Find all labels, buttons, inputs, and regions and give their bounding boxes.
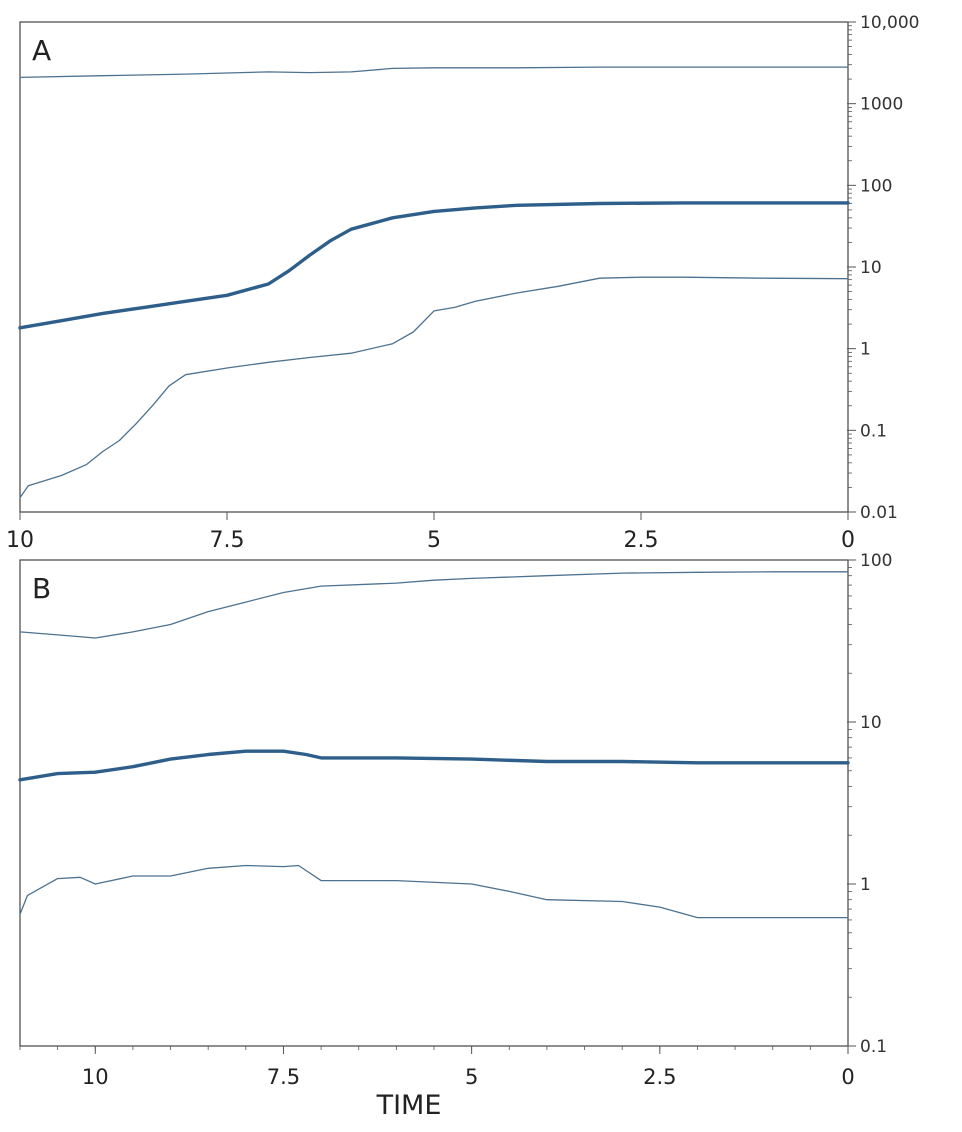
x-tick-label: 2.5 [624,528,659,553]
series-line-median [18,201,850,330]
panel-b: B 100 10 1 0.1 10 7.5 5 2.5 0 [18,551,892,1089]
panel-b-letter: B [32,572,51,605]
x-tick-label: 0 [841,528,855,553]
y-tick-label: 100 [860,176,892,196]
x-tick-label: 0 [841,1065,854,1089]
panel-a-letter: A [32,34,51,67]
y-tick-label: 10,000 [860,13,919,33]
panel-a: A 10,000 1000 100 10 1 0.1 0.01 10 7.5 5 2.5 0 [6,13,919,553]
y-tick-label: 10 [860,713,882,733]
y-tick-label: 100 [860,551,892,571]
y-tick-label: 10 [860,258,882,278]
series-line-median [18,749,850,782]
panel-a-series [18,66,850,499]
x-tick-label: 10 [6,528,34,553]
x-tick-label: 5 [465,1065,478,1089]
series-line-lower [19,864,849,919]
series-line-upper [19,66,849,79]
y-tick-label: 1 [860,340,871,360]
x-axis-title: TIME [376,1090,442,1121]
panel-b-series [18,571,850,919]
series-line-lower [19,276,849,499]
panel-a-ticks: 10,000 1000 100 10 1 0.1 0.01 10 7.5 5 2.5 0 [6,13,919,553]
y-tick-label: 0.1 [860,421,887,441]
x-tick-label: 2.5 [643,1065,676,1089]
x-tick-label: 10 [82,1065,109,1089]
y-tick-label: 1 [860,875,871,895]
x-tick-label: 5 [427,528,441,553]
y-tick-label: 0.1 [860,1037,887,1057]
y-tick-label: 1000 [860,95,903,115]
series-line-upper [19,571,849,639]
panel-a-frame [19,21,849,513]
x-tick-label: 7.5 [210,528,245,553]
panel-b-frame [19,559,849,1047]
x-tick-label: 7.5 [267,1065,300,1089]
y-tick-label: 0.01 [860,503,898,523]
panel-b-ticks: 100 10 1 0.1 10 7.5 5 2.5 0 [19,551,892,1089]
